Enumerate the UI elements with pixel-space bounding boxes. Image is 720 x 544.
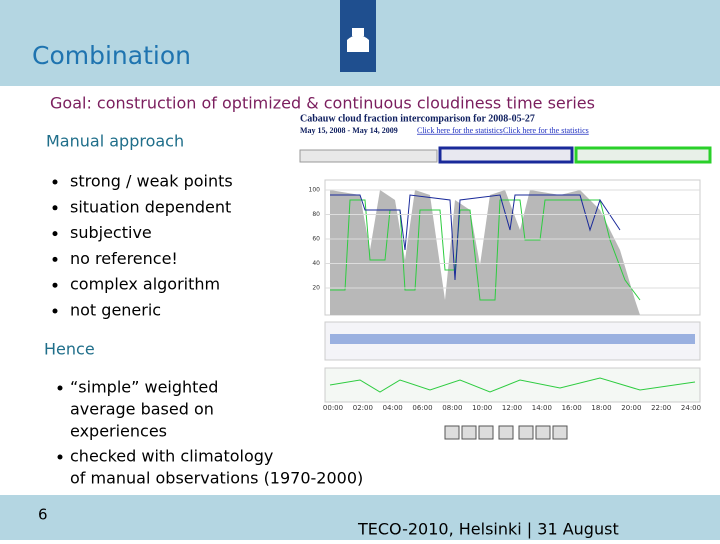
section-heading: Hence [44, 340, 95, 359]
x-tick-label: 24:00 [681, 404, 701, 412]
bullet-dot [57, 385, 63, 391]
y-tick-label: 60 [312, 236, 320, 243]
y-tick-label: 40 [312, 260, 320, 267]
x-tick-label: 18:00 [591, 404, 611, 412]
bullet-dot [52, 179, 58, 185]
panel [324, 367, 701, 403]
page-number: 6 [38, 506, 48, 524]
footer-text: TECO-2010, Helsinki | 31 August [357, 520, 619, 539]
decor-line [329, 377, 696, 393]
link[interactable]: Click here for the statistics [417, 126, 503, 135]
dropdown[interactable] [574, 146, 712, 164]
screenshot-title: Cabauw cloud fraction intercomparison fo… [300, 113, 535, 124]
x-tick-label: 14:00 [532, 404, 552, 412]
cloud-area [330, 190, 640, 315]
title: Combination [32, 41, 191, 70]
x-tick-label: 08:00 [442, 404, 462, 412]
x-tick-label: 20:00 [621, 404, 641, 412]
section-heading: Manual approach [46, 132, 184, 151]
nav-button[interactable] [444, 425, 460, 440]
logo [340, 0, 376, 72]
bullet-dot [52, 308, 58, 314]
x-tick-label: 00:00 [323, 404, 343, 412]
dropdown[interactable] [438, 146, 574, 164]
bullet-text: of manual observations (1970-2000) [70, 469, 363, 488]
bullet-dot [52, 256, 58, 262]
bullet-dot [52, 282, 58, 288]
bullet-text: no reference! [70, 249, 178, 268]
bullet-text: average based on [70, 400, 214, 419]
bullet-text: subjective [70, 223, 152, 242]
y-tick-label: 80 [312, 211, 320, 218]
nav-button[interactable] [518, 425, 534, 440]
y-tick-label: 20 [312, 285, 320, 292]
x-tick-label: 06:00 [412, 404, 432, 412]
decor-line [330, 199, 641, 301]
bullet-dot [52, 231, 58, 237]
link[interactable]: Click here for the statistics [503, 126, 589, 135]
bullet-dot [52, 205, 58, 211]
x-tick-label: 12:00 [502, 404, 522, 412]
x-tick-label: 10:00 [472, 404, 492, 412]
embedded-screenshot: Cabauw cloud fraction intercomparison fo… [299, 113, 712, 440]
bullet-dot [57, 454, 63, 460]
nav-button[interactable] [552, 425, 568, 440]
bullet-text: not generic [70, 301, 161, 320]
decor-line [330, 194, 621, 281]
screenshot-period: May 15, 2008 - May 14, 2009 [300, 126, 398, 135]
nav-button[interactable] [535, 425, 551, 440]
x-tick-label: 16:00 [562, 404, 582, 412]
x-tick-label: 02:00 [353, 404, 373, 412]
x-tick-label: 22:00 [651, 404, 671, 412]
nav-buttons [444, 425, 568, 440]
bullet-text: strong / weak points [70, 172, 233, 191]
goal: Goal: construction of optimized & contin… [50, 94, 595, 113]
bullet-text: complex algorithm [70, 275, 220, 294]
y-tick-label: 100 [309, 187, 321, 194]
nav-button[interactable] [478, 425, 494, 440]
nav-button[interactable] [498, 425, 514, 440]
bullet-text: checked with climatology [70, 447, 273, 466]
bullet-text: “simple” weighted [70, 378, 218, 397]
bullet-text: situation dependent [70, 197, 231, 216]
bullet-text: experiences [70, 422, 167, 441]
footer-band [0, 495, 720, 540]
dropdown[interactable] [299, 149, 438, 163]
x-tick-label: 04:00 [383, 404, 403, 412]
nav-button[interactable] [461, 425, 477, 440]
panel-band [330, 334, 695, 344]
